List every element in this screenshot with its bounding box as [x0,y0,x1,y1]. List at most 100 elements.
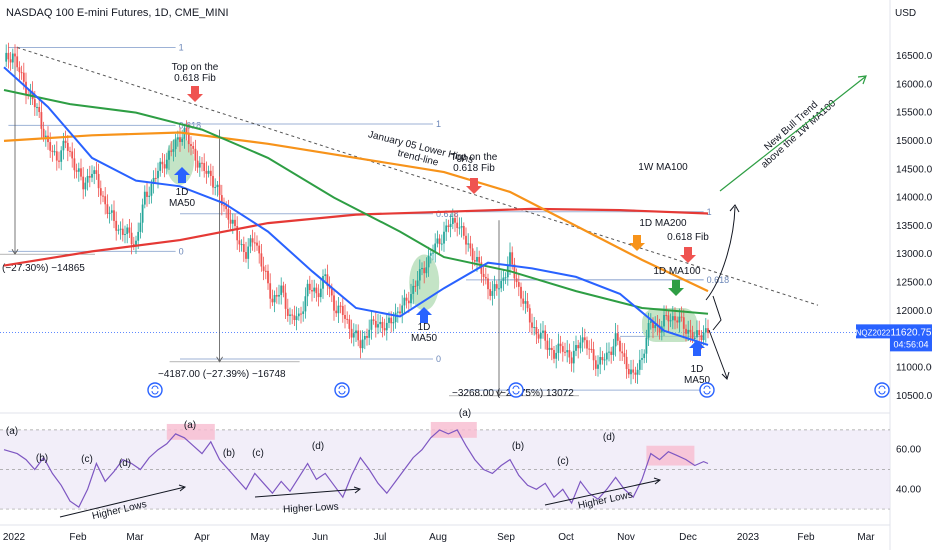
candle-body [623,353,626,357]
candle-body [319,288,322,298]
candle-body [597,364,599,369]
arrow-down-red [680,247,696,263]
candle-body [480,262,483,274]
rsi-overbought-box [646,445,695,466]
candle-body [75,170,78,172]
candle-body [172,149,175,152]
candle-body [500,280,503,289]
candle-body [570,357,573,364]
candle-body [269,283,272,299]
projection-down-head [721,371,730,380]
candle-body [667,315,670,322]
candle-body [491,291,494,296]
candle-body [355,330,357,334]
candle-body [559,343,562,347]
candle-body [427,255,430,268]
projection-down [708,329,728,379]
fib-level-label: 0.618 [179,120,202,130]
candle-body [124,234,126,236]
candle-body [438,238,441,245]
lower-highs-trendline [17,47,819,306]
candle-body [231,219,234,224]
candle-body [168,150,170,160]
candle-body [674,316,676,321]
candle-body [29,91,32,95]
candle-body [401,305,404,314]
candle-body [652,321,654,329]
candle-body [60,150,63,162]
time-tick-label: Mar [857,532,875,543]
candle-body [55,151,58,161]
candle-body [511,252,514,265]
candle-body [348,319,351,329]
candle-body [51,150,54,152]
bull-arrow-line [719,76,866,192]
higher-lows-arrow [653,477,662,485]
candle-body [388,317,390,323]
candle-body [665,315,668,317]
rsi-overbought-box [430,421,477,438]
candle-body [366,336,368,338]
arrow-down-green [668,280,684,296]
candle-body [476,256,478,262]
candle-body [33,99,36,108]
time-tick-label: Jul [374,532,387,543]
candle-body [192,146,195,149]
candle-body [335,310,338,314]
candle-body [146,191,148,197]
candle-body [141,204,144,223]
price-tick-label: 15000.00 [896,136,932,147]
candle-body [572,350,575,364]
candle-body [414,285,417,287]
candle-body [403,297,406,306]
candle-body [330,288,333,296]
candle-body [212,175,214,188]
candle-body [520,286,522,299]
fib-level-label: 1 [436,119,441,129]
candle-body [579,342,582,349]
candle-body [278,294,280,297]
candle-body [38,106,41,113]
candle-body [678,316,681,323]
candle-body [86,175,89,183]
candle-body [308,283,311,291]
candle-body [293,315,296,321]
candle-body [253,242,256,244]
candle-body [190,144,192,147]
event-icon-glyph [338,385,346,395]
candle-body [641,358,643,360]
price-tag [890,324,932,352]
candle-body [522,298,525,304]
candle-body [22,72,25,82]
candle-body [311,290,313,292]
candle-body [207,170,210,174]
candle-body [517,282,520,287]
candle-body [456,222,459,229]
bull-arrow-head [857,75,867,85]
symbol-tag [856,324,890,339]
price-tick-label: 14500.00 [896,164,932,175]
candle-body [467,243,470,245]
candle-body [324,274,327,277]
candle-body [390,317,393,324]
candle-body [104,196,107,205]
candle-body [176,137,179,140]
candle-body [273,294,276,303]
fib-level-label: 1 [707,207,712,217]
candle-body [702,332,705,341]
candle-body [647,323,650,338]
candle-body [498,288,500,290]
candle-body [603,359,606,361]
candle-body [693,337,696,340]
candle-body [91,173,93,178]
candle-body [115,220,118,231]
candle-body [601,357,604,361]
candle-body [399,311,401,314]
candle-body [440,243,443,245]
candle-body [258,245,261,254]
time-tick-label: Dec [679,532,697,543]
candle-body [108,212,111,214]
candle-body [581,337,584,343]
price-tick-label: 14000.00 [896,193,932,204]
